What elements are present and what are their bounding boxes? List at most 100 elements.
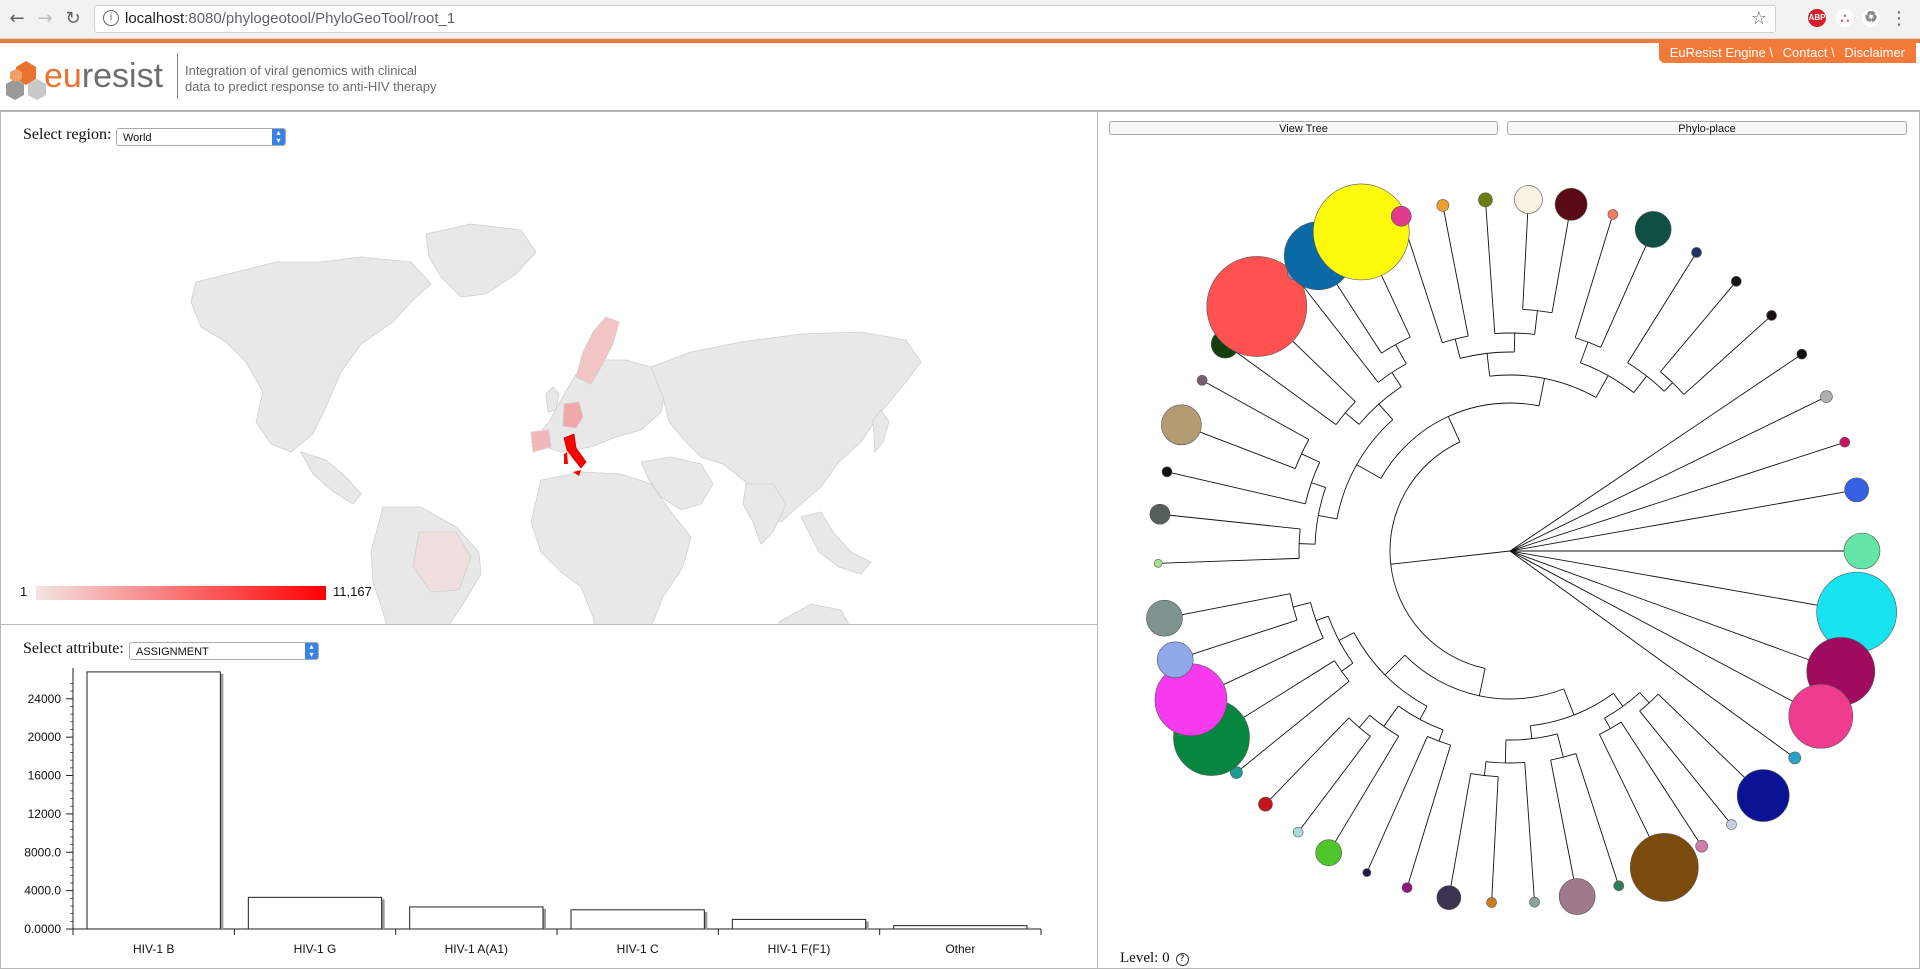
tree-branch xyxy=(1633,375,1648,393)
tree-leaf-node[interactable] xyxy=(1146,599,1183,637)
tree-branch xyxy=(1595,375,1609,398)
tree-leaf-node[interactable] xyxy=(1613,880,1625,892)
tree-leaf-node[interactable] xyxy=(1149,503,1171,525)
tree-branch xyxy=(1240,680,1350,770)
tree-leaf-node[interactable] xyxy=(1161,404,1202,446)
bar xyxy=(570,909,705,930)
tree-branch xyxy=(1378,403,1394,420)
level-label: Level: 0 xyxy=(1120,950,1170,966)
adblock-icon[interactable]: ABP xyxy=(1808,9,1826,27)
tree-leaf-node[interactable] xyxy=(1478,192,1493,208)
map-se-asia xyxy=(800,511,872,575)
orange-strip xyxy=(0,39,1920,43)
reload-icon[interactable]: ↻ xyxy=(65,8,81,29)
tree-leaf-node[interactable] xyxy=(1514,185,1543,214)
forward-icon[interactable]: → xyxy=(37,8,53,29)
tree-leaf-node[interactable] xyxy=(1788,683,1854,749)
tree-leaf-node[interactable] xyxy=(1820,390,1833,403)
tree-leaf-node[interactable] xyxy=(1691,247,1702,258)
tree-leaf-node[interactable] xyxy=(1839,436,1851,448)
tree-arc xyxy=(1404,654,1564,700)
region-select[interactable]: World ▴ ▾ xyxy=(116,128,286,146)
tree-branch xyxy=(1627,256,1695,363)
tree-leaf-node[interactable] xyxy=(1788,751,1802,765)
view-tree-button[interactable]: View Tree xyxy=(1109,121,1498,135)
bookmark-star-icon[interactable]: ☆ xyxy=(1750,8,1767,29)
tree-branch xyxy=(1657,693,1745,778)
address-bar[interactable]: i localhost:8080/phylogeotool/PhyloGeoTo… xyxy=(94,5,1776,33)
region-label: Select region: xyxy=(23,126,112,143)
tree-leaf-node[interactable] xyxy=(1401,882,1413,893)
help-icon[interactable]: ? xyxy=(1175,953,1189,966)
attribute-select[interactable]: ASSIGNMENT ▴ ▾ xyxy=(129,642,319,660)
menu-contact[interactable]: Contact \ xyxy=(1782,45,1835,60)
x-tick-label: HIV-1 G xyxy=(294,942,337,956)
tree-leaf-node[interactable] xyxy=(1844,477,1869,503)
tree-branch xyxy=(1311,482,1326,488)
tree-branch xyxy=(1341,662,1354,672)
tree-leaf-node[interactable] xyxy=(1292,826,1304,838)
recycle-icon[interactable]: ♻ xyxy=(1862,9,1880,27)
tree-leaf-node[interactable] xyxy=(1156,641,1194,679)
tree-leaf-node[interactable] xyxy=(1315,839,1343,867)
tree-branch xyxy=(1663,382,1673,392)
world-map[interactable] xyxy=(1,112,1099,626)
asana-icon[interactable]: ∴ xyxy=(1836,9,1854,27)
tree-arc xyxy=(1294,439,1310,469)
tree-leaf-node[interactable] xyxy=(1695,839,1709,853)
tree-branch xyxy=(1403,225,1443,343)
chrome-menu-icon[interactable]: ⋮ xyxy=(1890,8,1908,29)
map-greenland xyxy=(425,223,537,298)
tree-arc xyxy=(1304,462,1321,504)
tree-branch xyxy=(1509,550,1818,606)
tree-leaf-node[interactable] xyxy=(1558,878,1596,915)
tree-leaf-node[interactable] xyxy=(1436,885,1462,910)
tree-branch xyxy=(1169,514,1301,530)
tree-leaf-node[interactable] xyxy=(1486,897,1497,908)
tree-branch xyxy=(1509,356,1798,552)
phylo-tree[interactable] xyxy=(1098,138,1919,968)
tree-branch xyxy=(1162,557,1300,564)
tree-leaf-node[interactable] xyxy=(1153,558,1163,568)
tree-leaf-node[interactable] xyxy=(1726,819,1737,830)
tree-leaf-node[interactable] xyxy=(1736,769,1790,822)
tagline-line-2: data to predict response to anti-HIV the… xyxy=(185,79,437,94)
menu-euresist-engine[interactable]: EuResist Engine \ xyxy=(1669,45,1774,60)
tree-leaf-node[interactable] xyxy=(1258,796,1273,812)
tree-leaf-node[interactable] xyxy=(1607,209,1619,220)
url-text[interactable]: localhost:8080/phylogeotool/PhyloGeoTool… xyxy=(125,10,455,27)
tree-branch xyxy=(1529,725,1533,739)
tree-leaf-node[interactable] xyxy=(1796,348,1808,360)
tree-leaf-node[interactable] xyxy=(1312,183,1410,281)
tree-leaf-node[interactable] xyxy=(1843,532,1881,570)
tree-branch xyxy=(1491,776,1499,898)
tree-leaf-node[interactable] xyxy=(1630,833,1699,902)
tree-leaf-node[interactable] xyxy=(1730,276,1742,287)
tree-branch xyxy=(1384,654,1406,676)
tree-leaf-node[interactable] xyxy=(1766,310,1777,321)
map-iberia xyxy=(530,429,552,453)
tree-leaf-node[interactable] xyxy=(1206,256,1308,357)
bar-chart: 0.0000 4000.0 8000.0 12000 16000 20000 24000 HI… xyxy=(24,668,1042,956)
tree-leaf-node[interactable] xyxy=(1362,868,1372,877)
tree-leaf-node[interactable] xyxy=(1634,211,1672,248)
select-arrows-icon: ▴ ▾ xyxy=(272,129,285,145)
info-icon[interactable]: i xyxy=(103,10,119,26)
tree-leaf-node[interactable] xyxy=(1390,205,1412,227)
tree-leaf-node[interactable] xyxy=(1554,188,1588,221)
bar xyxy=(247,896,383,930)
map-north-america xyxy=(190,256,432,453)
tree-leaf-node[interactable] xyxy=(1196,375,1208,386)
tree-leaf-node[interactable] xyxy=(1161,466,1173,478)
tree-leaf-node[interactable] xyxy=(1529,896,1540,908)
tree-branch xyxy=(1383,705,1399,727)
y-tick-label: 4000.0 xyxy=(24,884,61,898)
map-middle-east xyxy=(640,456,714,511)
tagline: Integration of viral genomics with clini… xyxy=(185,63,436,95)
tree-branch xyxy=(1171,472,1306,505)
back-icon[interactable]: ← xyxy=(9,8,25,29)
phylo-place-button[interactable]: Phylo-place xyxy=(1507,121,1907,135)
euresist-logo[interactable]: euresist xyxy=(6,55,176,103)
menu-disclaimer[interactable]: Disclaimer xyxy=(1844,45,1905,60)
tree-leaf-node[interactable] xyxy=(1436,199,1450,212)
